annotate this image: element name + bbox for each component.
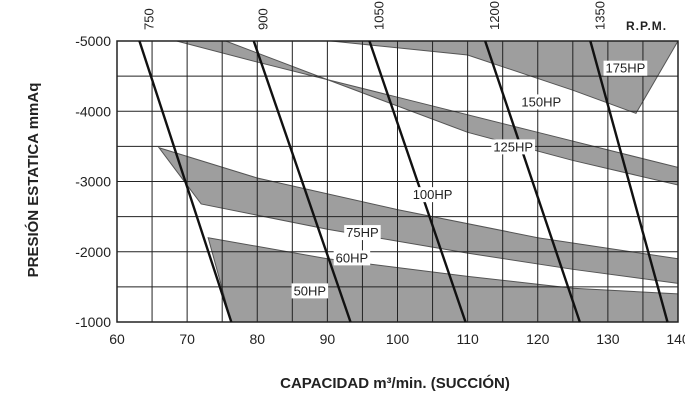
rpm-lines: 750 900 1050 1200 1350 — [138, 1, 669, 323]
hp-label-50HP: 50HP — [294, 283, 327, 298]
hp-label-175HP: 175HP — [606, 61, 646, 76]
y-tick-label: -5000 — [75, 33, 111, 49]
y-tick-label: -2000 — [75, 244, 111, 260]
rpm-label-750: 750 — [141, 8, 156, 30]
rpm-line-1350 — [589, 40, 669, 323]
x-tick-label: 130 — [596, 331, 620, 347]
hp-label-bg — [344, 225, 381, 241]
rpm-line-750 — [138, 40, 233, 323]
y-ticks: -1000 -2000 -3000 -4000 -5000 — [75, 33, 111, 330]
hp-label-bg — [410, 187, 455, 203]
hp-label-bg — [333, 250, 371, 266]
hp-bands — [157, 41, 678, 322]
x-tick-label: 60 — [109, 331, 125, 347]
x-ticks: 60 70 80 90 100 110 120 130 140 — [109, 331, 685, 347]
x-tick-label: 70 — [179, 331, 195, 347]
rpm-line-1050 — [368, 40, 467, 323]
hp-band-2 — [157, 146, 678, 284]
rpm-label-900: 900 — [256, 8, 271, 30]
y-axis-title: PRESIÓN ESTATICA mmAq — [24, 83, 42, 278]
rpm-line-900 — [252, 40, 352, 323]
hp-label-125HP: 125HP — [493, 139, 533, 154]
y-tick-label: -1000 — [75, 314, 111, 330]
rpm-label-1050: 1050 — [371, 1, 386, 30]
hp-label-60HP: 60HP — [336, 250, 369, 265]
hp-label-150HP: 150HP — [521, 94, 561, 109]
rpm-label-1350: 1350 — [592, 1, 607, 30]
hp-label-75HP: 75HP — [346, 225, 379, 240]
rpm-label-1200: 1200 — [487, 1, 502, 30]
x-tick-label: 100 — [386, 331, 410, 347]
hp-band-4 — [176, 41, 678, 186]
x-tick-label: 120 — [526, 331, 550, 347]
x-tick-label: 90 — [320, 331, 336, 347]
hp-label-bg — [603, 60, 648, 76]
x-tick-label: 80 — [249, 331, 265, 347]
rpm-title: R.P.M. — [626, 19, 667, 33]
hp-label-bg — [491, 139, 536, 155]
grid — [116, 40, 679, 323]
x-tick-label: 140 — [666, 331, 685, 347]
hp-label-100HP: 100HP — [413, 187, 453, 202]
hp-label-bg — [291, 283, 329, 299]
x-axis-title: CAPACIDAD m³/min. (SUCCIÓN) — [280, 374, 510, 392]
hp-labels: 50HP 60HP 75HP 100HP 125HP 150HP 175HP — [291, 60, 648, 299]
hp-label-bg — [519, 94, 564, 110]
x-tick-label: 110 — [456, 331, 479, 347]
y-tick-label: -4000 — [75, 103, 111, 119]
plot-frame — [116, 40, 679, 323]
rpm-line-1200 — [484, 40, 581, 323]
y-tick-label: -3000 — [75, 174, 111, 190]
